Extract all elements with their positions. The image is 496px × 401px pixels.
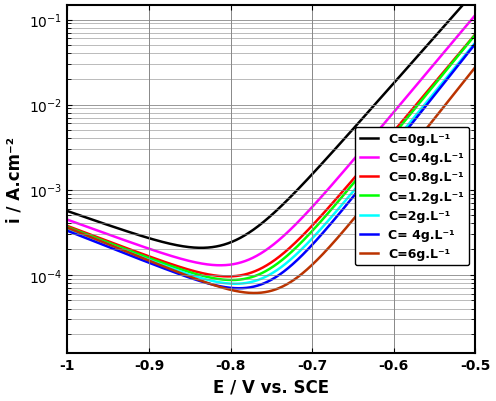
C=0.8g.L⁻¹	[220, 274, 226, 279]
C=6g.L⁻¹	[251, 291, 257, 296]
C=1.2g.L⁻¹	[369, 159, 375, 164]
C=6g.L⁻¹	[309, 263, 315, 267]
C= 4g.L⁻¹	[64, 229, 70, 234]
C= 4g.L⁻¹	[220, 285, 226, 290]
Line: C= 4g.L⁻¹: C= 4g.L⁻¹	[67, 45, 475, 289]
C=0.8g.L⁻¹	[309, 224, 315, 229]
C=0g.L⁻¹	[330, 150, 336, 155]
C=1.2g.L⁻¹	[229, 278, 235, 283]
C=2g.L⁻¹	[330, 213, 336, 218]
Line: C=0.4g.L⁻¹: C=0.4g.L⁻¹	[67, 16, 475, 265]
C=0.4g.L⁻¹	[309, 205, 315, 210]
C=6g.L⁻¹	[369, 195, 375, 200]
C= 4g.L⁻¹	[138, 258, 144, 263]
C=2g.L⁻¹	[138, 255, 144, 260]
Line: C=0g.L⁻¹: C=0g.L⁻¹	[67, 0, 475, 248]
C=1.2g.L⁻¹	[138, 253, 144, 258]
C=0g.L⁻¹	[369, 106, 375, 111]
Line: C=6g.L⁻¹: C=6g.L⁻¹	[67, 68, 475, 293]
Legend: C=0g.L⁻¹, C=0.4g.L⁻¹, C=0.8g.L⁻¹, C=1.2g.L⁻¹, C=2g.L⁻¹, C= 4g.L⁻¹, C=6g.L⁻¹: C=0g.L⁻¹, C=0.4g.L⁻¹, C=0.8g.L⁻¹, C=1.2g…	[355, 128, 469, 266]
C=6g.L⁻¹	[400, 156, 406, 161]
C=0g.L⁻¹	[220, 243, 226, 247]
C=2g.L⁻¹	[472, 41, 478, 46]
C=0.8g.L⁻¹	[225, 274, 231, 279]
C=0g.L⁻¹	[400, 71, 406, 76]
C=0g.L⁻¹	[198, 246, 204, 251]
C=0.4g.L⁻¹	[400, 100, 406, 105]
C=0.4g.L⁻¹	[138, 244, 144, 249]
C= 4g.L⁻¹	[472, 42, 478, 47]
C=0g.L⁻¹	[64, 209, 70, 214]
C=0.8g.L⁻¹	[64, 224, 70, 229]
C=1.2g.L⁻¹	[220, 277, 226, 282]
C= 4g.L⁻¹	[236, 286, 242, 291]
C=2g.L⁻¹	[400, 130, 406, 134]
C=6g.L⁻¹	[220, 286, 226, 291]
C=1.2g.L⁻¹	[472, 33, 478, 38]
C=6g.L⁻¹	[64, 226, 70, 231]
C=0.8g.L⁻¹	[138, 251, 144, 256]
C=0.4g.L⁻¹	[64, 218, 70, 223]
C=2g.L⁻¹	[220, 281, 226, 286]
C=1.2g.L⁻¹	[330, 206, 336, 211]
Y-axis label: i / A.cm⁻²: i / A.cm⁻²	[5, 136, 23, 222]
C=2g.L⁻¹	[309, 237, 315, 241]
Line: C=0.8g.L⁻¹: C=0.8g.L⁻¹	[67, 35, 475, 277]
C=0.4g.L⁻¹	[217, 263, 223, 268]
X-axis label: E / V vs. SCE: E / V vs. SCE	[213, 377, 329, 395]
C=1.2g.L⁻¹	[309, 229, 315, 234]
C=0.8g.L⁻¹	[369, 156, 375, 160]
C=6g.L⁻¹	[330, 241, 336, 246]
C=0.8g.L⁻¹	[400, 119, 406, 124]
C=6g.L⁻¹	[472, 66, 478, 71]
C=0g.L⁻¹	[138, 234, 144, 239]
C=1.2g.L⁻¹	[64, 225, 70, 230]
C= 4g.L⁻¹	[400, 133, 406, 138]
Line: C=1.2g.L⁻¹: C=1.2g.L⁻¹	[67, 36, 475, 280]
C=6g.L⁻¹	[138, 255, 144, 260]
Line: C=2g.L⁻¹: C=2g.L⁻¹	[67, 44, 475, 284]
C= 4g.L⁻¹	[369, 172, 375, 176]
C= 4g.L⁻¹	[330, 219, 336, 224]
C=0.4g.L⁻¹	[330, 182, 336, 187]
C= 4g.L⁻¹	[309, 243, 315, 248]
C=1.2g.L⁻¹	[400, 122, 406, 126]
C=0.8g.L⁻¹	[472, 33, 478, 38]
C=0.4g.L⁻¹	[472, 14, 478, 18]
C=0.8g.L⁻¹	[330, 201, 336, 206]
C=2g.L⁻¹	[369, 167, 375, 172]
C=2g.L⁻¹	[64, 227, 70, 231]
C=0.4g.L⁻¹	[220, 263, 226, 268]
C=2g.L⁻¹	[233, 282, 239, 286]
C=0g.L⁻¹	[309, 172, 315, 177]
C=0.4g.L⁻¹	[369, 136, 375, 141]
